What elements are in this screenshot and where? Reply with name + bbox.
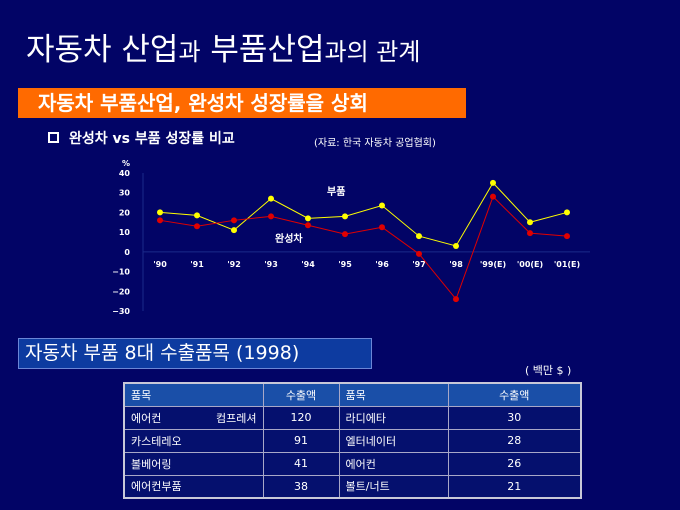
data-point bbox=[194, 212, 200, 219]
data-point bbox=[416, 250, 422, 257]
page-title: 자동차 산업과 부품산업과의 관계 bbox=[26, 32, 421, 68]
unit-label: ( 백만 $ ) bbox=[525, 364, 572, 377]
data-point bbox=[231, 217, 237, 224]
x-tick-label: '00(E) bbox=[517, 260, 543, 269]
y-tick-label: −20 bbox=[112, 287, 130, 296]
x-tick-label: '95 bbox=[338, 260, 352, 269]
data-point bbox=[527, 219, 533, 226]
y-tick-label: 20 bbox=[119, 208, 131, 217]
data-point bbox=[157, 217, 163, 224]
series-label-parts: 부품 bbox=[327, 186, 345, 198]
table-row: 에어컨부품 38 볼트/너트 21 bbox=[123, 474, 582, 499]
data-point bbox=[564, 209, 570, 216]
data-point bbox=[342, 231, 348, 238]
data-point bbox=[305, 215, 311, 222]
data-point bbox=[416, 233, 422, 240]
y-tick-label: 30 bbox=[119, 189, 131, 198]
data-point bbox=[157, 209, 163, 216]
data-point bbox=[490, 193, 496, 200]
data-point bbox=[268, 213, 274, 220]
table-row: 에어컨 컴프레셔 120 라디에타 30 bbox=[123, 405, 582, 430]
table-header-row: 품목 수출액 품목 수출액 bbox=[123, 382, 582, 407]
data-point bbox=[268, 195, 274, 202]
data-point bbox=[564, 233, 570, 240]
source-note: (자료: 한국 자동차 공업협회) bbox=[314, 138, 436, 149]
x-tick-label: '93 bbox=[264, 260, 278, 269]
series-line-0 bbox=[159, 182, 568, 247]
checkbox-bullet-icon bbox=[48, 132, 59, 143]
y-axis-label: % bbox=[122, 159, 130, 168]
x-tick-label: '90 bbox=[153, 260, 167, 269]
series-label-vehicles: 완성차 bbox=[275, 232, 303, 245]
data-point bbox=[453, 242, 459, 249]
section-title: 자동차 부품 8대 수출품목 (1998) bbox=[18, 338, 372, 369]
y-tick-label: −10 bbox=[112, 268, 130, 277]
table-row: 볼베어링 41 에어컨 26 bbox=[123, 451, 582, 476]
x-tick-label: '97 bbox=[412, 260, 426, 269]
data-point bbox=[490, 179, 496, 186]
data-point bbox=[342, 213, 348, 220]
data-point bbox=[231, 227, 237, 234]
data-point bbox=[305, 222, 311, 229]
x-tick-label: '94 bbox=[301, 260, 315, 269]
data-point bbox=[379, 224, 385, 231]
series-line-1 bbox=[159, 195, 568, 301]
export-table: 품목 수출액 품목 수출액 에어컨 컴프레셔 120 라디에타 30 카스테레오 91 엘… bbox=[123, 382, 582, 499]
data-point bbox=[379, 202, 385, 209]
data-point bbox=[194, 223, 200, 230]
data-point bbox=[453, 296, 459, 303]
headline-banner: 자동차 부품산업, 완성차 성장률을 상회 bbox=[18, 88, 466, 118]
chart-subtitle: 완성차 vs 부품 성장률 비교 bbox=[48, 128, 235, 148]
x-tick-label: '01(E) bbox=[554, 260, 580, 269]
data-point bbox=[527, 230, 533, 237]
x-tick-label: '98 bbox=[449, 260, 463, 269]
x-tick-label: '91 bbox=[190, 260, 204, 269]
x-tick-label: '92 bbox=[227, 260, 241, 269]
x-tick-label: '99(E) bbox=[480, 260, 506, 269]
y-tick-label: 10 bbox=[119, 228, 131, 237]
y-tick-label: 0 bbox=[124, 248, 130, 257]
growth-chart: %40 30 20 10 0 −10 −20 −30 '90 '91 '92 '93 '94 '95 '96… bbox=[112, 159, 590, 316]
y-tick-label: −30 bbox=[112, 307, 130, 316]
y-tick-label: 40 bbox=[119, 169, 131, 178]
x-tick-label: '96 bbox=[375, 260, 389, 269]
table-row: 카스테레오 91 엘터네이터 28 bbox=[123, 428, 582, 453]
